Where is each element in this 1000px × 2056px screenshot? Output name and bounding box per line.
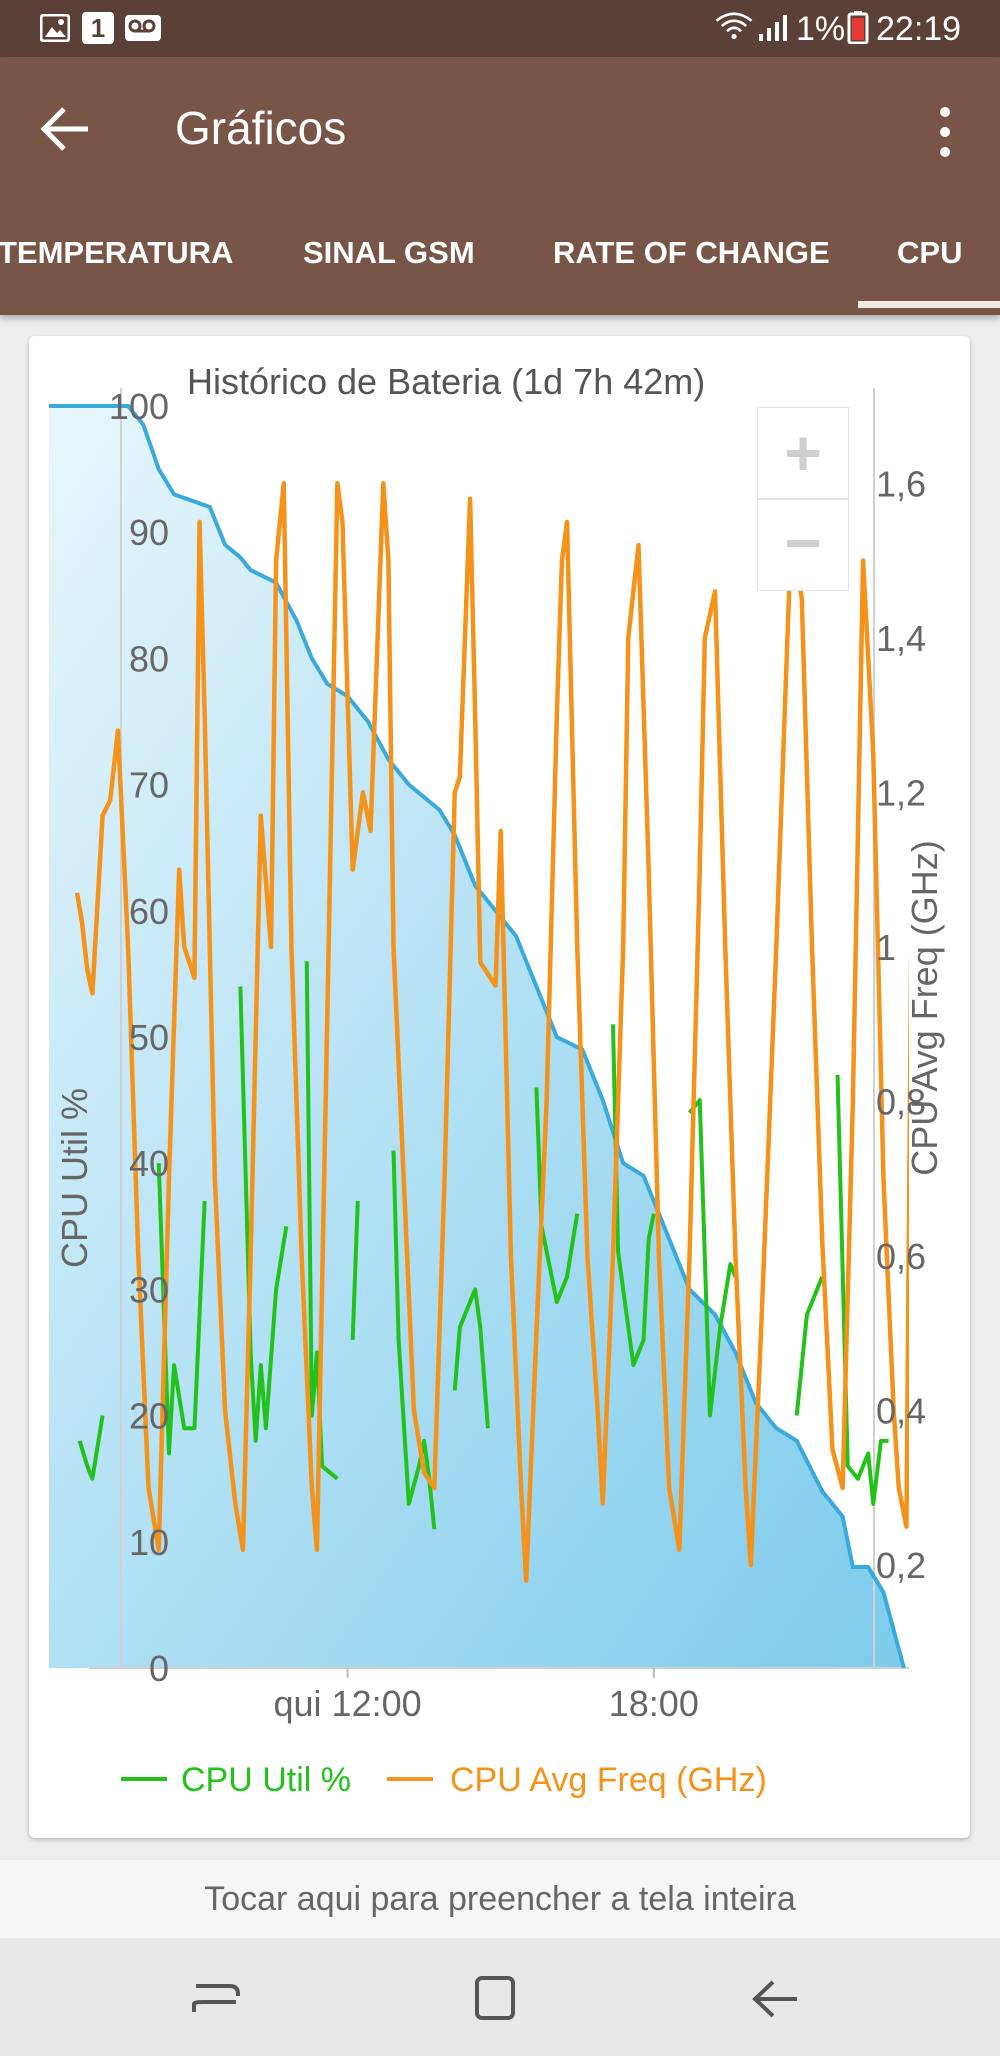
tab-temperatura[interactable]: TEMPERATURA — [0, 235, 234, 270]
cpu-util-segment-2 — [238, 986, 289, 1443]
cpu-util-segment-8 — [610, 1024, 656, 1368]
y-right-tick-0,8: 0,8 — [876, 1082, 926, 1123]
zoom-out-label: − — [784, 507, 822, 579]
y-left-tick-70: 70 — [129, 765, 169, 806]
y-left-tick-50: 50 — [129, 1017, 169, 1058]
voicemail-icon — [125, 15, 161, 41]
cpu-util-segment-4 — [350, 1200, 360, 1340]
y-right-tick-1,2: 1,2 — [876, 772, 926, 813]
y-right-tick-1: 1 — [876, 927, 896, 968]
battery-area — [49, 406, 904, 1668]
recent-apps-icon[interactable] — [186, 1974, 246, 2024]
wifi-icon — [715, 12, 753, 40]
y-right-tick-1,4: 1,4 — [876, 618, 926, 659]
fill-screen-bar[interactable]: Tocar aqui para preencher a tela inteira — [0, 1860, 1000, 1938]
y-right-tick-0,6: 0,6 — [876, 1236, 926, 1277]
battery-percent: 1% — [796, 10, 846, 48]
tab-cpu[interactable]: CPU — [897, 235, 963, 270]
chart-title: Histórico de Bateria (1d 7h 42m) — [187, 361, 705, 402]
page-title: Gráficos — [175, 102, 347, 154]
y-right-axis-label: CPU Avg Freq (GHz) — [904, 840, 945, 1175]
zoom-in-label: + — [784, 417, 822, 489]
x-tick-label-0: qui 12:00 — [274, 1683, 422, 1724]
cpu-util-segment-10 — [794, 1276, 825, 1416]
status-bar: 1 1% 22:19 — [0, 0, 1000, 57]
cpu-util-segment-9 — [687, 1098, 738, 1418]
y-left-tick-80: 80 — [129, 638, 169, 679]
chart-card: Histórico de Bateria (1d 7h 42m) 0 10 20 30… — [29, 336, 970, 1838]
navigation-bar — [0, 1938, 1000, 2056]
back-arrow-icon[interactable] — [36, 97, 100, 161]
cpu-util-segment-6 — [452, 1287, 490, 1429]
fill-screen-text: Tocar aqui para preencher a tela inteira — [204, 1880, 796, 1918]
y-left-tick-30: 30 — [129, 1269, 169, 1310]
y-left-tick-0: 0 — [149, 1648, 169, 1689]
zoom-in-button[interactable]: + — [757, 407, 849, 499]
y-left-tick-10: 10 — [129, 1522, 169, 1563]
battery-line — [49, 404, 906, 1668]
cpu-util-segment-1 — [156, 1163, 207, 1456]
clock: 22:19 — [876, 10, 962, 48]
legend-cpu-freq: CPU Avg Freq (GHz) — [450, 1761, 767, 1799]
app-bar: Gráficos TEMPERATURA SINAL GSM RATE OF C… — [0, 57, 1000, 315]
y-left-tick-100: 100 — [109, 386, 169, 427]
notification-count: 1 — [90, 13, 106, 43]
battery-low-icon — [847, 11, 869, 44]
y-right-tick-0,4: 0,4 — [876, 1391, 926, 1432]
image-icon — [40, 14, 70, 42]
y-left-axis-label: CPU Util % — [54, 1088, 95, 1268]
x-tick-label-1: 18:00 — [609, 1683, 699, 1724]
signal-icon — [759, 15, 787, 41]
tab-sinal-gsm[interactable]: SINAL GSM — [303, 235, 475, 270]
back-icon[interactable] — [745, 1974, 805, 2024]
y-right-tick-1,6: 1,6 — [876, 463, 926, 504]
tab-rate-of-change[interactable]: RATE OF CHANGE — [553, 235, 830, 270]
cpu-util-segment-3 — [304, 961, 339, 1481]
y-left-tick-20: 20 — [129, 1396, 169, 1437]
y-left-tick-60: 60 — [129, 891, 169, 932]
home-icon[interactable] — [465, 1974, 525, 2024]
cpu-util-segment-7 — [534, 1087, 580, 1305]
cpu-util-segment-0 — [77, 1415, 105, 1481]
cpu-util-segment-11 — [835, 1074, 889, 1506]
y-right-tick-0,2: 0,2 — [876, 1545, 926, 1586]
legend-cpu-util: CPU Util % — [181, 1761, 351, 1799]
battery-history-chart[interactable]: Histórico de Bateria (1d 7h 42m) 0 10 20 30… — [29, 336, 970, 1838]
y-left-tick-90: 90 — [129, 512, 169, 553]
y-left-tick-40: 40 — [129, 1143, 169, 1184]
zoom-out-button[interactable]: − — [757, 499, 849, 591]
more-vert-icon[interactable] — [920, 97, 970, 167]
tab-indicator — [858, 301, 1000, 308]
notification-count-icon: 1 — [82, 12, 114, 44]
